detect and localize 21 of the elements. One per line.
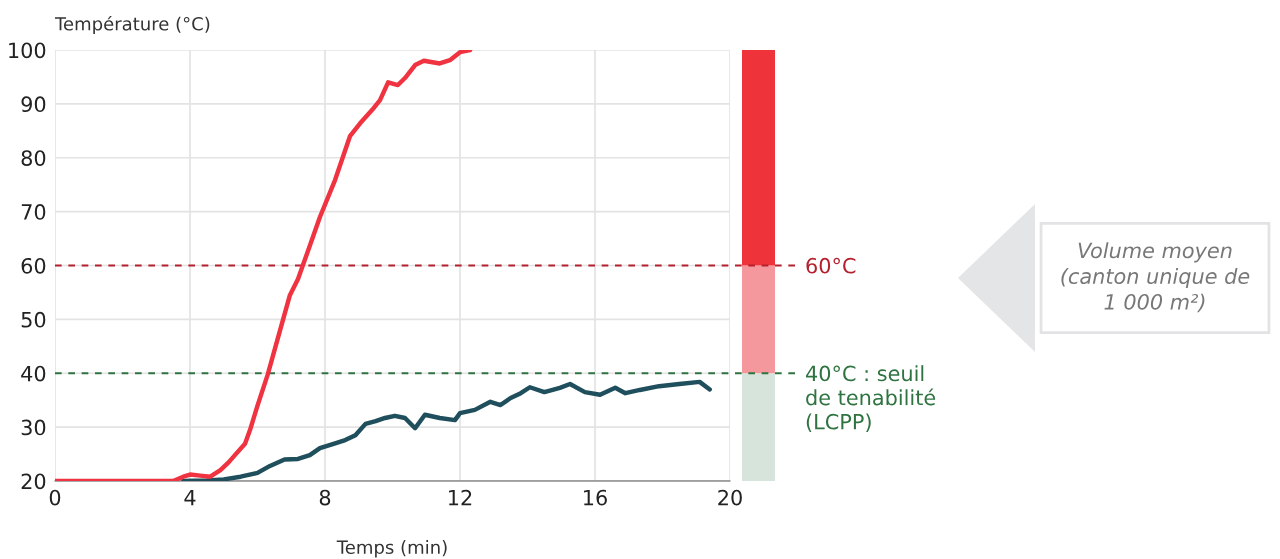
y-tick-label: 80 [21, 150, 46, 166]
x-axis-title: Temps (min) [336, 540, 447, 558]
y-tick-label: 60 [21, 257, 46, 274]
y-axis-title: Température (°C) [54, 15, 210, 35]
y-tick-label: 30 [21, 419, 46, 436]
ref-line-label: 40°C : seuil de tenabilité (LCPP) [806, 365, 936, 432]
y-tick-label: 70 [21, 204, 46, 220]
x-tick-label: 8 [319, 489, 331, 506]
x-tick-label: 12 [449, 489, 472, 506]
x-tick-label: 0 [49, 489, 61, 506]
y-tick-label: 100 [9, 42, 46, 59]
x-tick-label: 20 [718, 489, 742, 506]
x-tick-label: 16 [584, 489, 607, 506]
x-tick-label: 4 [184, 489, 196, 506]
ref-line-label: 60°C [806, 257, 856, 274]
y-tick-label: 90 [21, 96, 46, 113]
y-tick-label: 40 [21, 365, 46, 382]
text: Volume moyen (canton unique de 1 000 m²) [1061, 242, 1250, 313]
y-tick-label: 50 [21, 311, 46, 328]
y-tick-label: 20 [21, 473, 46, 490]
line-series [181, 379, 712, 481]
